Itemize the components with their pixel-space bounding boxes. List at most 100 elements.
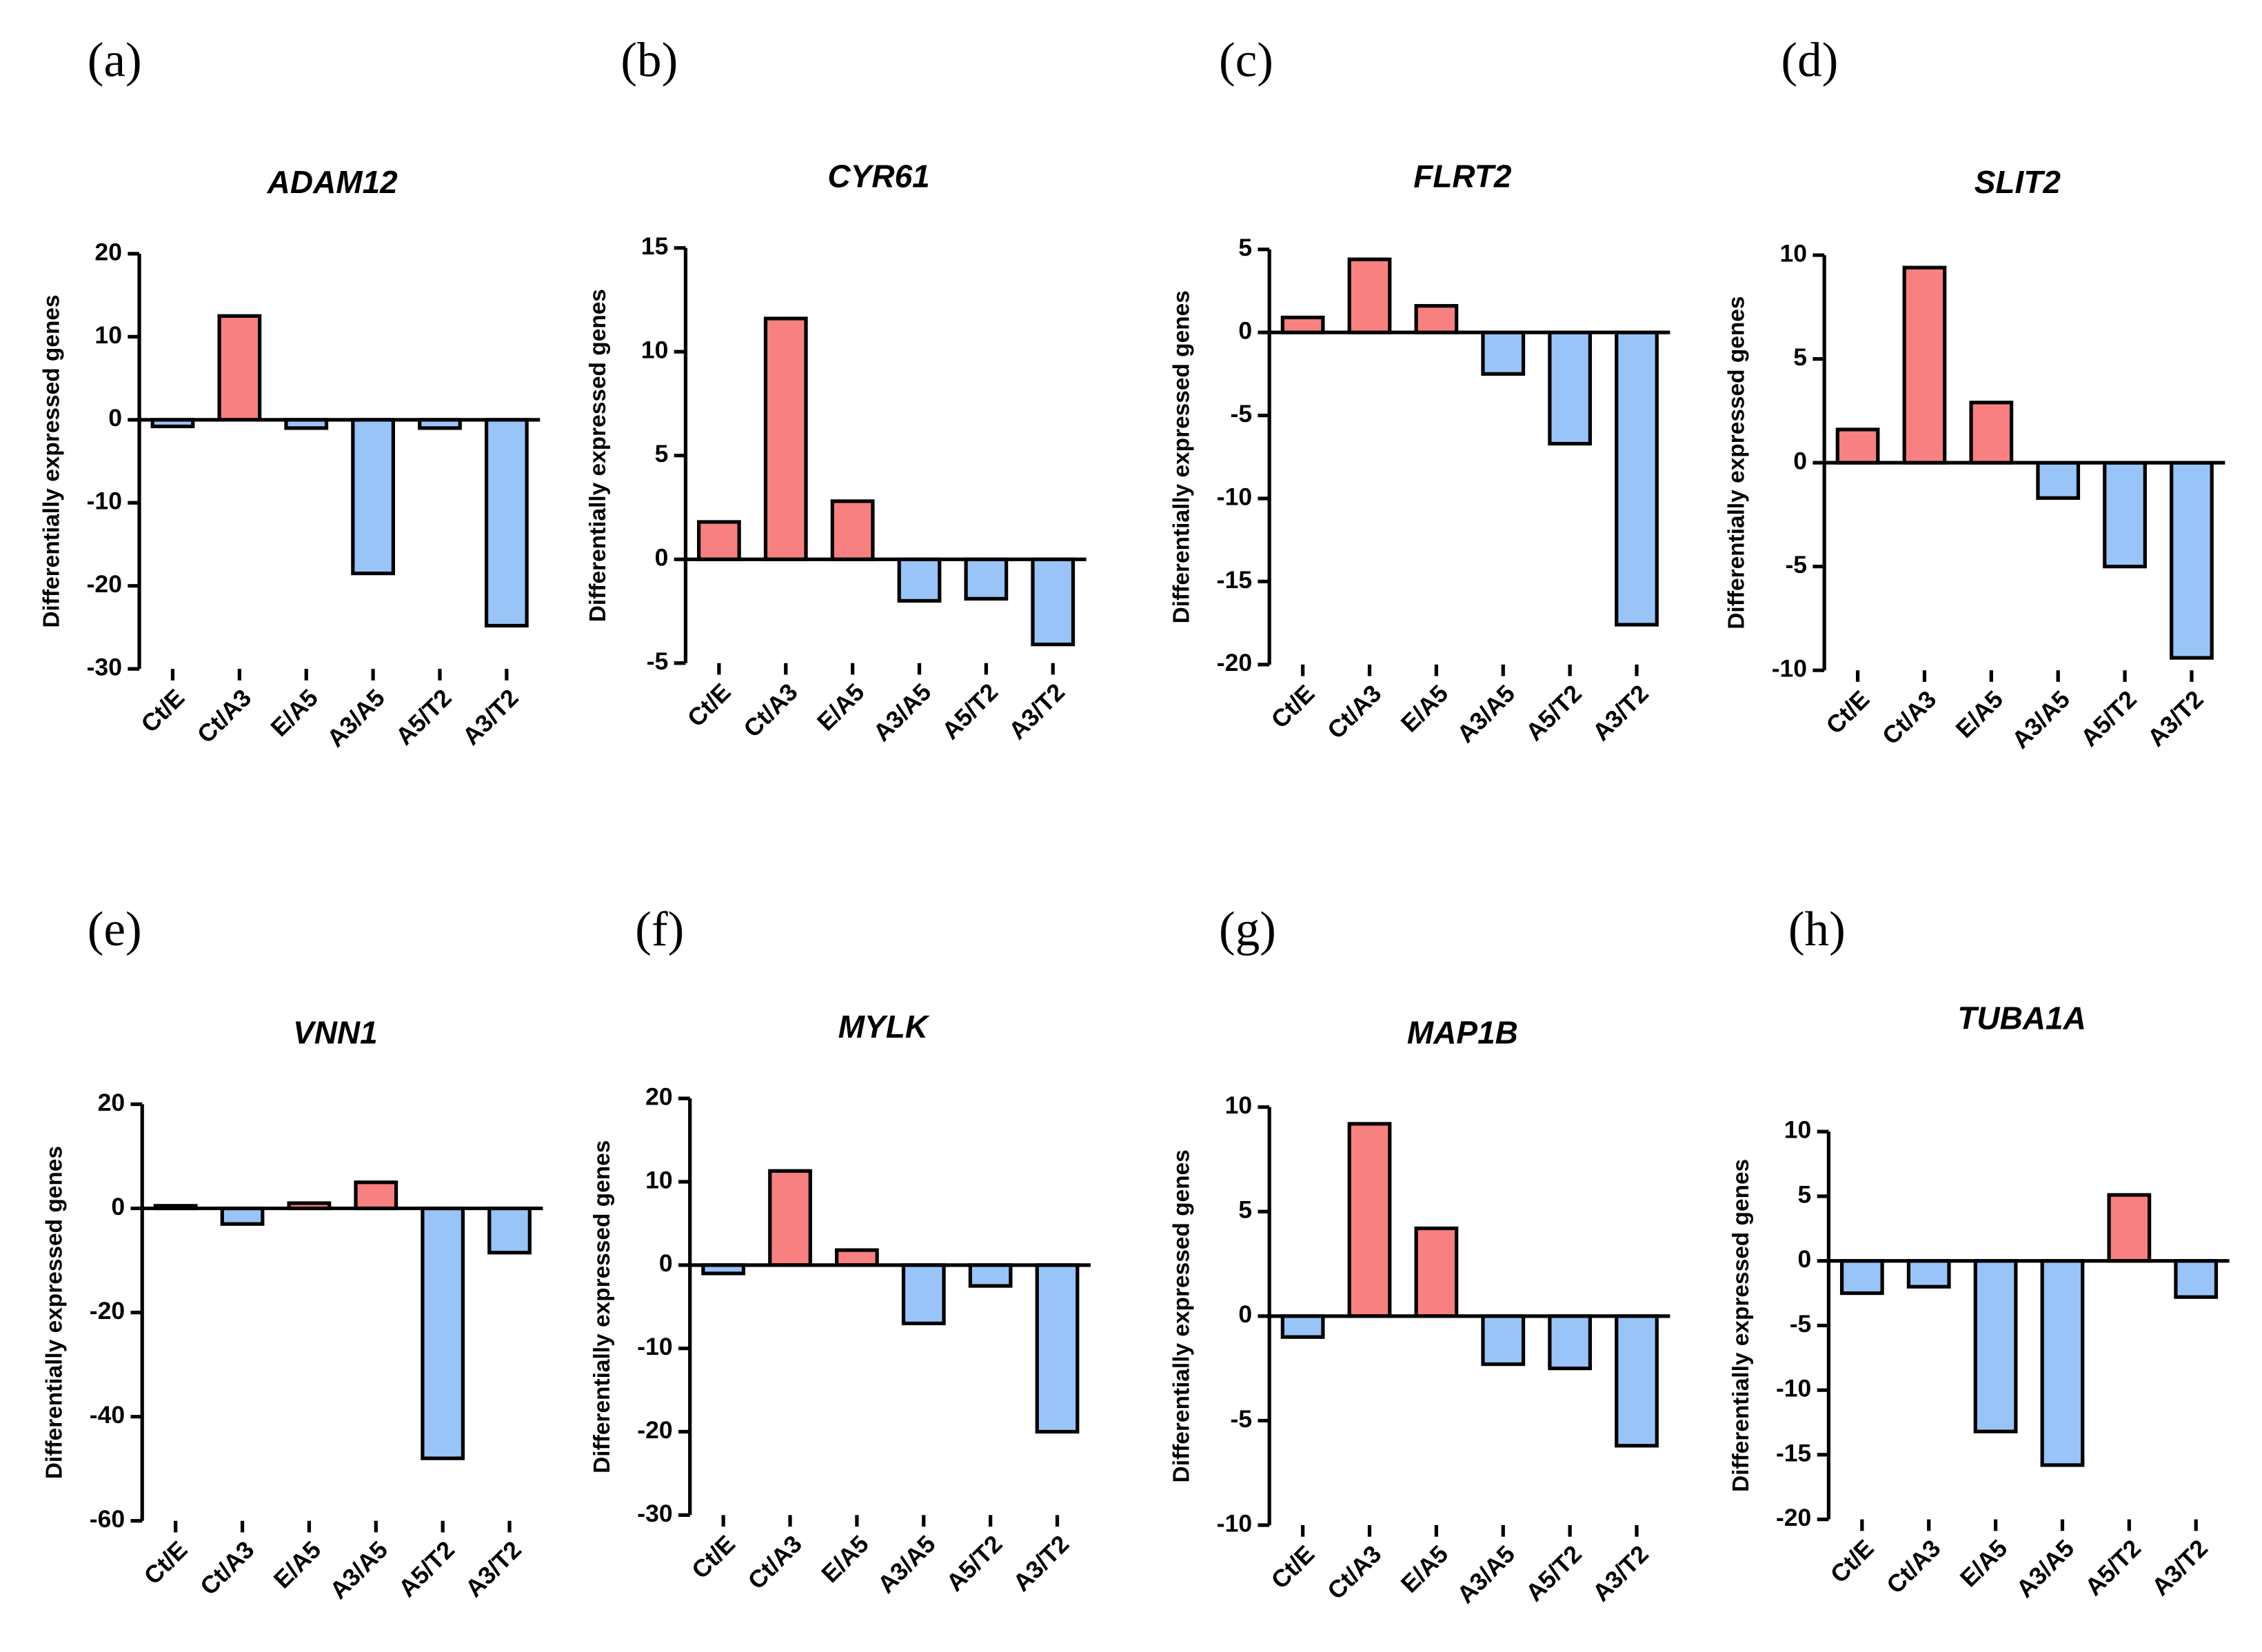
x-tick-label: A3/T2 xyxy=(1587,1540,1654,1607)
x-tick-label: A3/T2 xyxy=(1003,678,1070,745)
panel-label: (c) xyxy=(1219,33,1273,87)
bar xyxy=(1414,303,1459,334)
bar xyxy=(1280,1314,1325,1339)
y-tick-label: 0 xyxy=(108,404,122,432)
y-tick-label: -5 xyxy=(1231,1405,1253,1433)
bar xyxy=(2174,1259,2219,1299)
x-tick-label: Ct/A3 xyxy=(192,684,256,749)
y-tick-label: 0 xyxy=(1798,1245,1812,1273)
bar xyxy=(217,314,262,422)
bar xyxy=(897,557,942,603)
y-axis-label: Differentially expressed genes xyxy=(1169,1149,1195,1482)
bar xyxy=(421,1206,465,1460)
y-tick-label: 15 xyxy=(641,232,669,260)
panel-label: (h) xyxy=(1788,903,1846,956)
bar xyxy=(2107,1193,2152,1263)
bar xyxy=(2040,1259,2085,1467)
x-tick-label: E/A5 xyxy=(811,678,869,736)
x-tick-label: A3/T2 xyxy=(460,1535,527,1602)
x-tick-label: Ct/A3 xyxy=(1877,685,1941,750)
x-tick-label: A3/T2 xyxy=(1587,679,1654,746)
y-tick-label: -10 xyxy=(637,1333,672,1360)
y-tick-label: 0 xyxy=(1238,317,1252,345)
x-tick-label: Ct/E xyxy=(682,678,736,732)
bar xyxy=(1839,1259,1884,1296)
x-tick-label: A3/T2 xyxy=(457,684,524,751)
bar xyxy=(351,418,395,576)
y-tick-label: 10 xyxy=(94,321,122,349)
bar xyxy=(1615,1314,1659,1448)
y-tick-label: -40 xyxy=(90,1401,125,1429)
x-tick-label: A3/A5 xyxy=(1452,679,1521,748)
y-tick-label: 0 xyxy=(1238,1300,1252,1328)
x-tick-label: Ct/E xyxy=(1266,1540,1320,1595)
y-tick-label: -20 xyxy=(87,570,122,598)
y-axis-label: Differentially expressed genes xyxy=(42,1146,68,1479)
bar xyxy=(1347,257,1392,334)
bar xyxy=(2103,461,2147,569)
y-tick-label: -20 xyxy=(1776,1504,1811,1531)
x-tick-label: Ct/A3 xyxy=(738,678,803,743)
x-tick-label: Ct/E xyxy=(136,684,190,738)
bar xyxy=(1615,330,1659,627)
chart-title: CYR61 xyxy=(827,158,929,194)
chart-title: MAP1B xyxy=(1407,1014,1518,1050)
x-tick-label: Ct/E xyxy=(1825,1534,1879,1589)
x-tick-label: A3/T2 xyxy=(1008,1530,1075,1597)
y-tick-label: 10 xyxy=(1225,1091,1253,1119)
x-tick-label: A3/A5 xyxy=(872,1530,941,1599)
y-tick-label: -10 xyxy=(1776,1375,1811,1402)
y-axis-label: Differentially expressed genes xyxy=(585,289,611,622)
panel-label: (e) xyxy=(88,903,142,956)
y-tick-label: -20 xyxy=(637,1416,672,1444)
panel-label: (d) xyxy=(1781,33,1838,87)
bar xyxy=(2170,461,2214,660)
y-tick-label: 10 xyxy=(641,336,669,364)
x-tick-label: A5/T2 xyxy=(941,1530,1008,1597)
x-tick-label: A3/A5 xyxy=(321,684,390,753)
bar xyxy=(830,499,875,561)
chart-title: ADAM12 xyxy=(267,164,398,200)
y-tick-label: -5 xyxy=(647,647,669,675)
x-tick-label: Ct/E xyxy=(1821,685,1875,740)
bar xyxy=(487,1206,532,1255)
y-tick-label: -5 xyxy=(1790,1310,1812,1338)
x-tick-label: A3/T2 xyxy=(2142,685,2209,752)
bar xyxy=(1280,315,1325,334)
x-tick-label: A5/T2 xyxy=(2075,685,2142,752)
x-tick-label: A5/T2 xyxy=(2079,1534,2146,1601)
y-axis-label: Differentially expressed genes xyxy=(1724,296,1750,629)
bar xyxy=(968,1263,1013,1288)
y-tick-label: -10 xyxy=(1217,483,1252,510)
chart-title: MYLK xyxy=(838,1009,930,1045)
bar xyxy=(1969,401,2014,465)
y-tick-label: 5 xyxy=(1238,1196,1252,1224)
x-tick-label: A5/T2 xyxy=(1520,1540,1587,1607)
bar xyxy=(768,1169,812,1267)
y-tick-label: 10 xyxy=(645,1166,673,1193)
bar xyxy=(354,1180,398,1211)
panel-label: (f) xyxy=(635,903,684,956)
y-tick-label: -15 xyxy=(1217,566,1252,594)
bar xyxy=(901,1263,946,1326)
bar xyxy=(1414,1226,1459,1318)
y-tick-label: 20 xyxy=(645,1083,673,1111)
y-tick-label: -30 xyxy=(637,1500,672,1527)
bar xyxy=(1481,1314,1526,1367)
x-tick-label: E/A5 xyxy=(268,1535,326,1593)
x-tick-label: Ct/A3 xyxy=(1881,1534,1946,1599)
x-tick-label: Ct/E xyxy=(139,1535,193,1590)
bar xyxy=(1031,557,1076,647)
bar xyxy=(1835,427,1880,465)
y-tick-label: 0 xyxy=(659,1249,673,1277)
bar xyxy=(1548,330,1593,446)
x-tick-label: E/A5 xyxy=(816,1530,874,1588)
panel-label: (a) xyxy=(88,33,142,87)
bar xyxy=(1347,1122,1392,1318)
y-tick-label: 20 xyxy=(98,1089,125,1116)
bar xyxy=(835,1248,879,1267)
x-tick-label: A3/A5 xyxy=(325,1535,394,1604)
y-tick-label: -20 xyxy=(90,1297,125,1324)
chart-title: FLRT2 xyxy=(1413,158,1512,194)
